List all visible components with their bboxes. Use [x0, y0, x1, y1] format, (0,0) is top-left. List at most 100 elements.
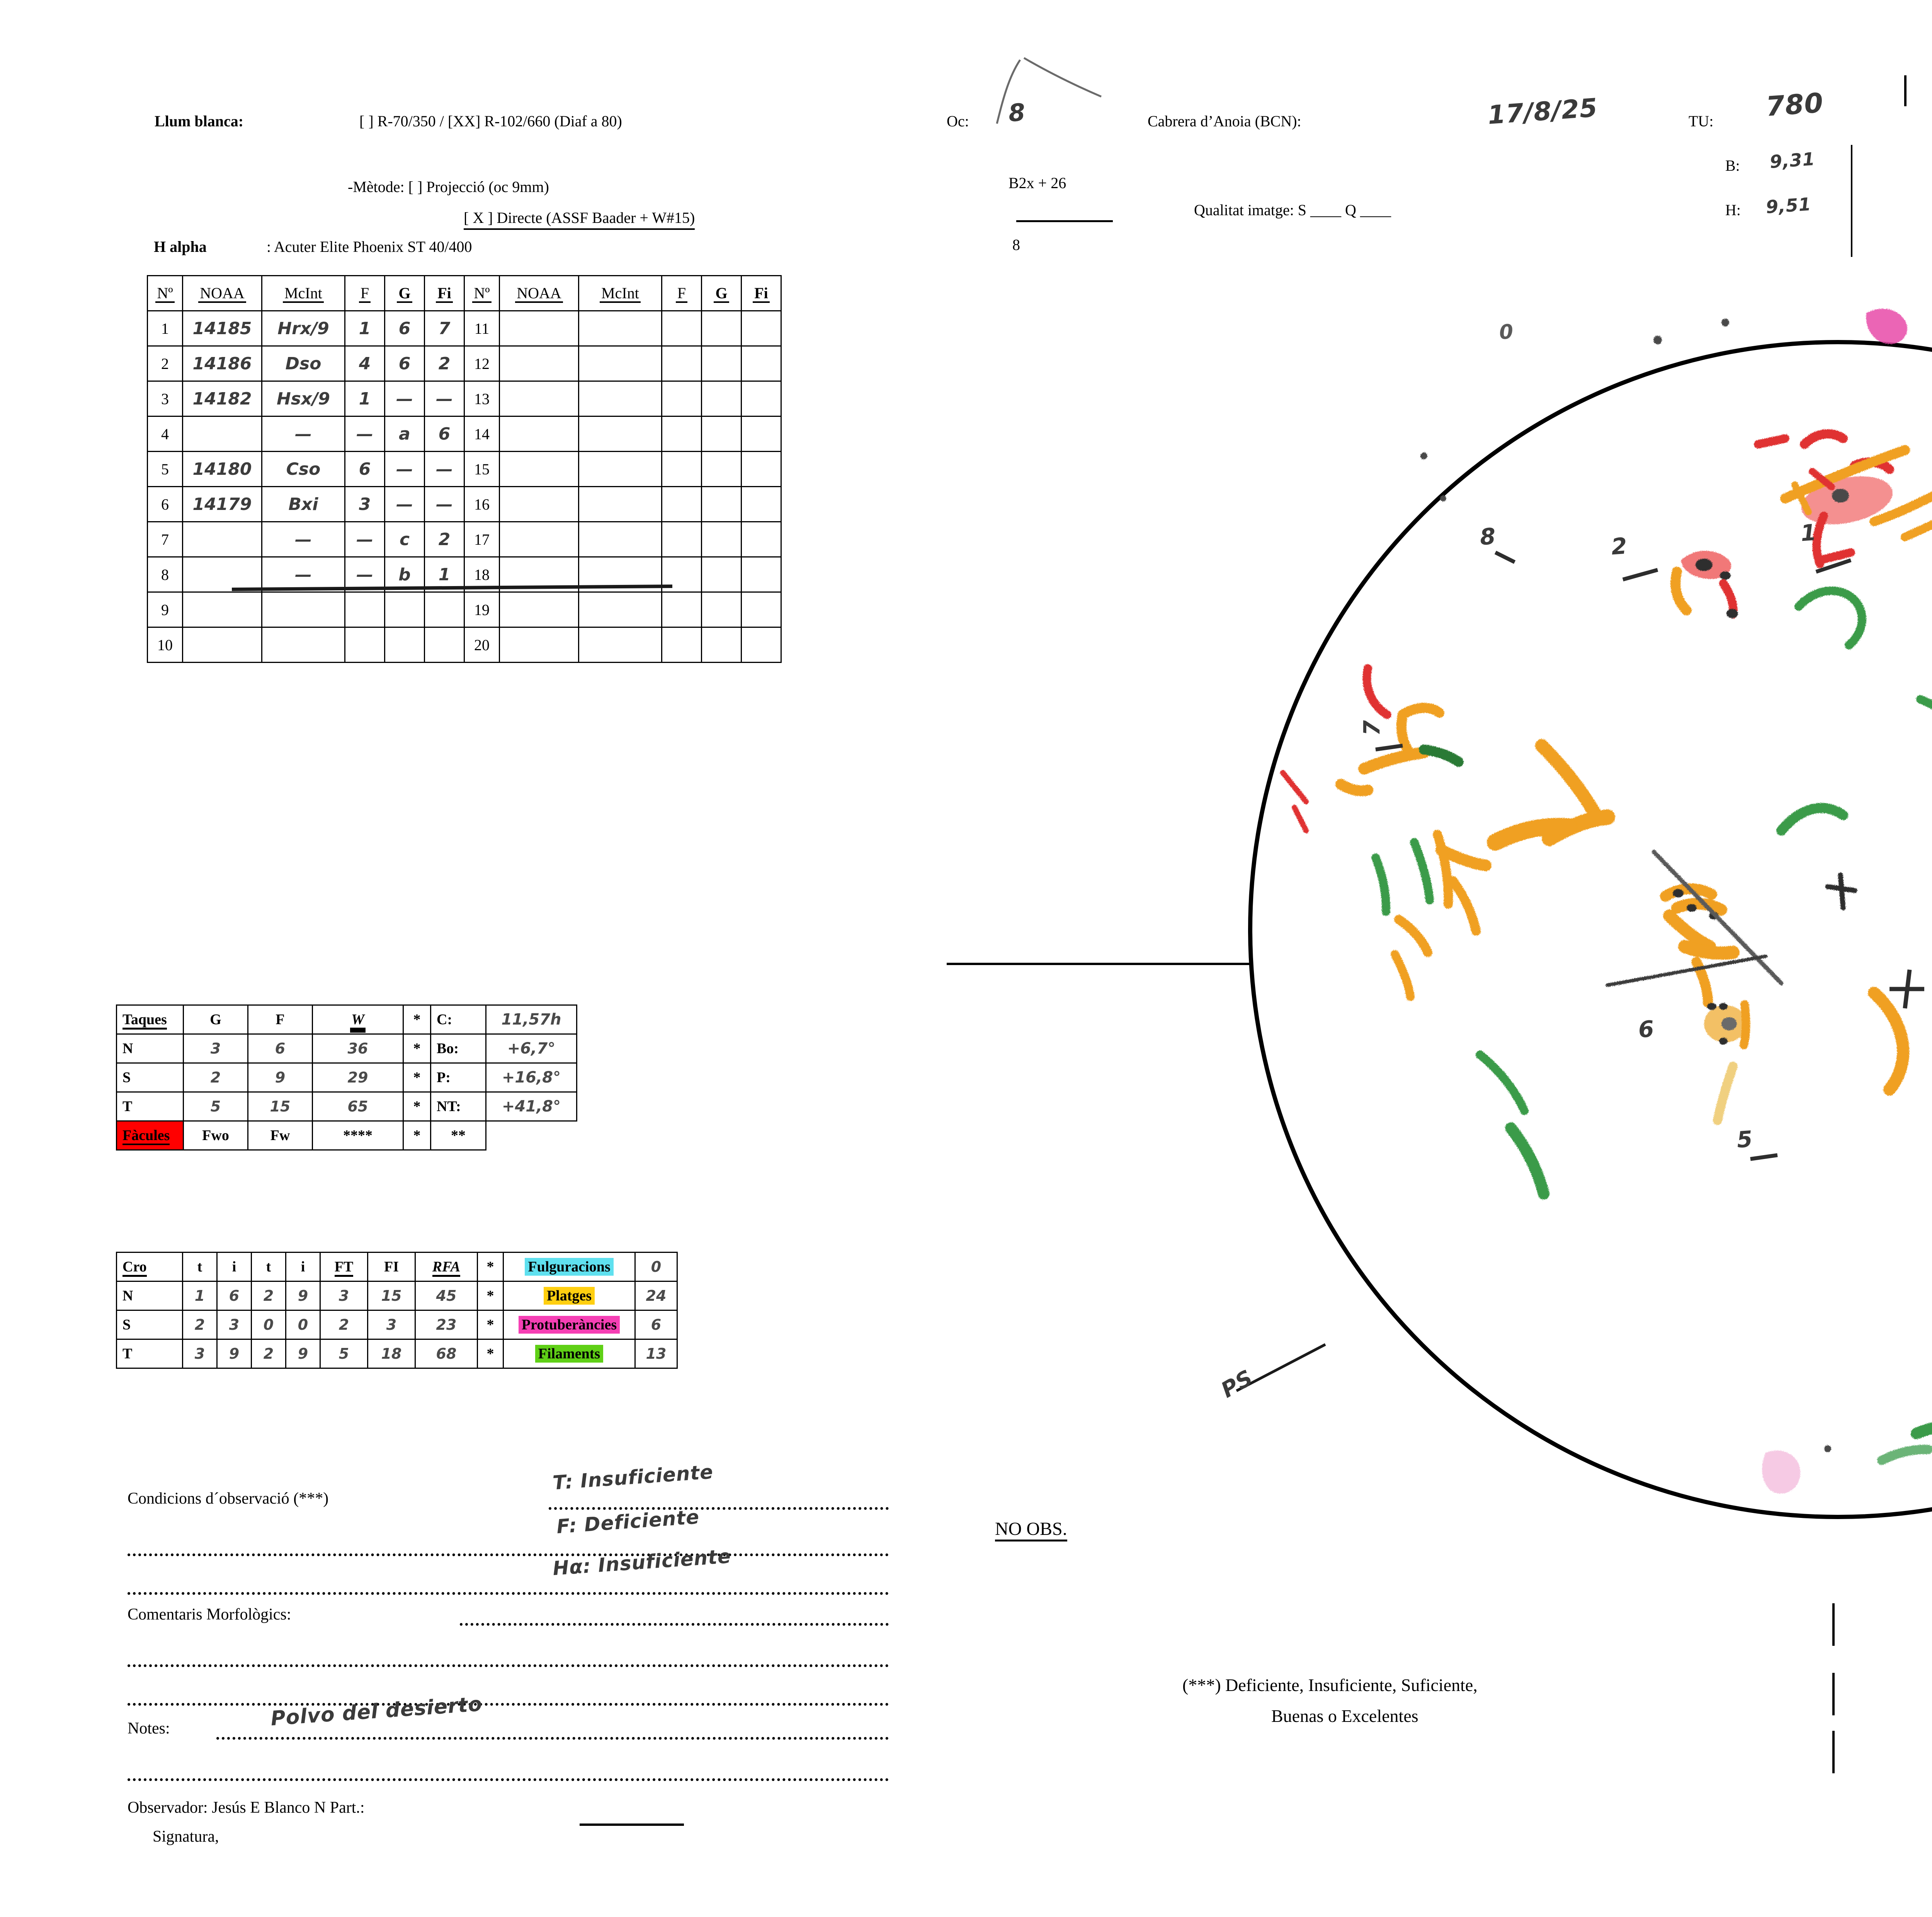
taques-n-f[interactable]: 6	[247, 1033, 313, 1064]
data-cell[interactable]	[741, 591, 782, 628]
data-cell[interactable]	[182, 556, 262, 593]
data-cell[interactable]: 1	[344, 310, 385, 347]
data-cell[interactable]: —	[261, 556, 345, 593]
param-value-p[interactable]: +16,8°	[485, 1062, 577, 1093]
data-cell[interactable]	[661, 521, 702, 557]
halpha-value[interactable]: : Acuter Elite Phoenix ST 40/400	[267, 238, 472, 255]
cro-n-rfa[interactable]: 45	[415, 1281, 478, 1311]
data-cell[interactable]: c	[384, 521, 425, 557]
data-cell[interactable]	[741, 310, 782, 347]
event-value-fulguracions[interactable]: 0	[634, 1252, 678, 1282]
data-cell[interactable]	[261, 591, 345, 628]
data-cell[interactable]	[701, 556, 742, 593]
conditions-line-3[interactable]	[128, 1574, 889, 1595]
data-cell[interactable]	[261, 627, 345, 663]
data-cell[interactable]: —	[344, 556, 385, 593]
cro-n-t2[interactable]: 2	[251, 1281, 286, 1311]
data-cell[interactable]	[578, 521, 662, 557]
param-value-c[interactable]: 11,57h	[485, 1004, 577, 1035]
data-cell[interactable]	[701, 627, 742, 663]
data-cell[interactable]: 4	[344, 345, 385, 382]
data-cell[interactable]: 3	[344, 486, 385, 522]
data-cell[interactable]	[661, 591, 702, 628]
cro-t-i1[interactable]: 9	[216, 1339, 252, 1369]
cro-s-ft[interactable]: 2	[320, 1310, 368, 1340]
data-cell[interactable]: —	[424, 451, 465, 487]
data-cell[interactable]	[499, 345, 579, 382]
data-cell[interactable]	[344, 591, 385, 628]
data-cell[interactable]: —	[261, 416, 345, 452]
data-cell[interactable]	[741, 486, 782, 522]
data-cell[interactable]: 14185	[182, 310, 262, 347]
data-cell[interactable]	[499, 486, 579, 522]
data-cell[interactable]	[499, 310, 579, 347]
data-cell[interactable]	[182, 627, 262, 663]
data-cell[interactable]	[578, 345, 662, 382]
data-cell[interactable]: —	[261, 521, 345, 557]
data-cell[interactable]	[499, 521, 579, 557]
data-cell[interactable]: 7	[424, 310, 465, 347]
data-cell[interactable]	[578, 591, 662, 628]
data-cell[interactable]	[701, 591, 742, 628]
date-value[interactable]: 17/8/25	[1486, 93, 1599, 130]
data-cell[interactable]	[741, 416, 782, 452]
cro-t-i2[interactable]: 9	[285, 1339, 321, 1369]
cro-s-t1[interactable]: 2	[182, 1310, 218, 1340]
comments-line-1[interactable]	[460, 1605, 889, 1626]
data-cell[interactable]: —	[384, 486, 425, 522]
data-cell[interactable]	[578, 556, 662, 593]
data-cell[interactable]	[661, 345, 702, 382]
data-cell[interactable]	[578, 416, 662, 452]
white-light-options[interactable]: [ ] R-70/350 / [XX] R-102/660 (Diaf a 80…	[359, 112, 622, 130]
data-cell[interactable]: 14180	[182, 451, 262, 487]
param-value-nt[interactable]: +41,8°	[485, 1091, 577, 1122]
data-cell[interactable]	[661, 627, 702, 663]
comments-line-2[interactable]	[128, 1647, 889, 1667]
data-cell[interactable]	[701, 345, 742, 382]
cro-s-rfa[interactable]: 23	[415, 1310, 478, 1340]
taques-t-w[interactable]: 65	[312, 1091, 404, 1122]
data-cell[interactable]: b	[384, 556, 425, 593]
data-cell[interactable]	[578, 486, 662, 522]
data-cell[interactable]: —	[424, 486, 465, 522]
data-cell[interactable]: a	[384, 416, 425, 452]
data-cell[interactable]	[499, 556, 579, 593]
data-cell[interactable]	[701, 381, 742, 417]
taques-s-g[interactable]: 2	[183, 1062, 248, 1093]
cro-n-i1[interactable]: 6	[216, 1281, 252, 1311]
taques-n-w[interactable]: 36	[312, 1033, 404, 1064]
cro-n-fi[interactable]: 15	[367, 1281, 416, 1311]
data-cell[interactable]: Bxi	[261, 486, 345, 522]
taques-t-f[interactable]: 15	[247, 1091, 313, 1122]
data-cell[interactable]	[424, 627, 465, 663]
data-cell[interactable]	[578, 310, 662, 347]
cro-t-t1[interactable]: 3	[182, 1339, 218, 1369]
taques-t-g[interactable]: 5	[183, 1091, 248, 1122]
data-cell[interactable]	[578, 451, 662, 487]
data-cell[interactable]: —	[344, 521, 385, 557]
data-cell[interactable]: 14182	[182, 381, 262, 417]
data-cell[interactable]: —	[384, 381, 425, 417]
data-cell[interactable]: —	[384, 451, 425, 487]
data-cell[interactable]: 6	[344, 451, 385, 487]
cro-s-i2[interactable]: 0	[285, 1310, 321, 1340]
data-cell[interactable]	[499, 381, 579, 417]
data-cell[interactable]: 6	[424, 416, 465, 452]
data-cell[interactable]	[701, 310, 742, 347]
data-cell[interactable]: Cso	[261, 451, 345, 487]
data-cell[interactable]	[701, 416, 742, 452]
data-cell[interactable]	[661, 416, 702, 452]
data-cell[interactable]	[741, 556, 782, 593]
data-cell[interactable]: 6	[384, 310, 425, 347]
comments-line-3[interactable]	[128, 1685, 889, 1706]
data-cell[interactable]	[741, 627, 782, 663]
cro-t-ft[interactable]: 5	[320, 1339, 368, 1369]
data-cell[interactable]	[741, 381, 782, 417]
taques-s-w[interactable]: 29	[312, 1062, 404, 1093]
data-cell[interactable]	[701, 451, 742, 487]
data-cell[interactable]	[344, 627, 385, 663]
conditions-line-2[interactable]	[128, 1536, 889, 1556]
data-cell[interactable]: 1	[344, 381, 385, 417]
data-cell[interactable]: Hsx/9	[261, 381, 345, 417]
data-cell[interactable]: 2	[424, 345, 465, 382]
